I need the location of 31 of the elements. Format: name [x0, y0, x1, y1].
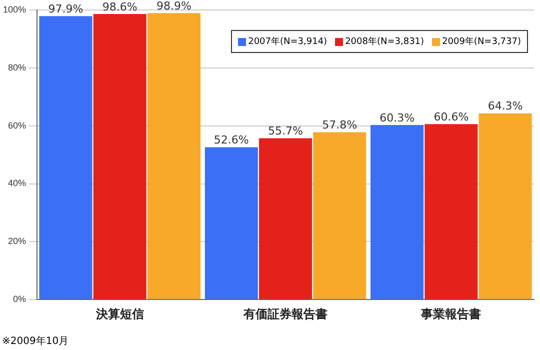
bar	[39, 16, 92, 300]
bar	[258, 138, 312, 300]
data-label: 98.9%	[156, 0, 192, 13]
data-label: 98.6%	[102, 0, 138, 14]
x-tick-label: 事業報告書	[420, 307, 482, 322]
bar	[478, 113, 532, 300]
bar	[204, 147, 258, 300]
y-tick-label: 20%	[8, 236, 26, 246]
y-tick-label: 40%	[8, 178, 26, 188]
legend-label: 2009年(N=3,737)	[441, 36, 521, 48]
data-label: 64.3%	[488, 100, 523, 113]
data-label: 55.7%	[268, 124, 303, 138]
x-tick-label: 決算短信	[94, 307, 144, 322]
x-tick-label: 有価証券報告書	[242, 307, 328, 322]
y-tick-label: 80%	[8, 62, 26, 72]
text: ※2009年10月	[2, 335, 69, 348]
data-label: 60.6%	[434, 110, 469, 124]
bar	[313, 132, 366, 300]
legend-label: 2008年(N=3,831)	[344, 36, 424, 48]
y-tick-label: 60%	[8, 120, 26, 130]
y-tick-label: 100%	[2, 4, 26, 14]
bar	[93, 14, 146, 300]
bar	[370, 124, 424, 300]
data-label: 97.9%	[48, 2, 84, 16]
y-tick-label: 0%	[13, 294, 26, 304]
data-label: 60.3%	[380, 111, 415, 124]
data-label: 52.6%	[214, 134, 249, 147]
bar	[147, 13, 200, 300]
bar	[424, 124, 478, 300]
legend-label: 2007年(N=3,914)	[247, 36, 328, 48]
data-label: 57.8%	[322, 118, 358, 132]
